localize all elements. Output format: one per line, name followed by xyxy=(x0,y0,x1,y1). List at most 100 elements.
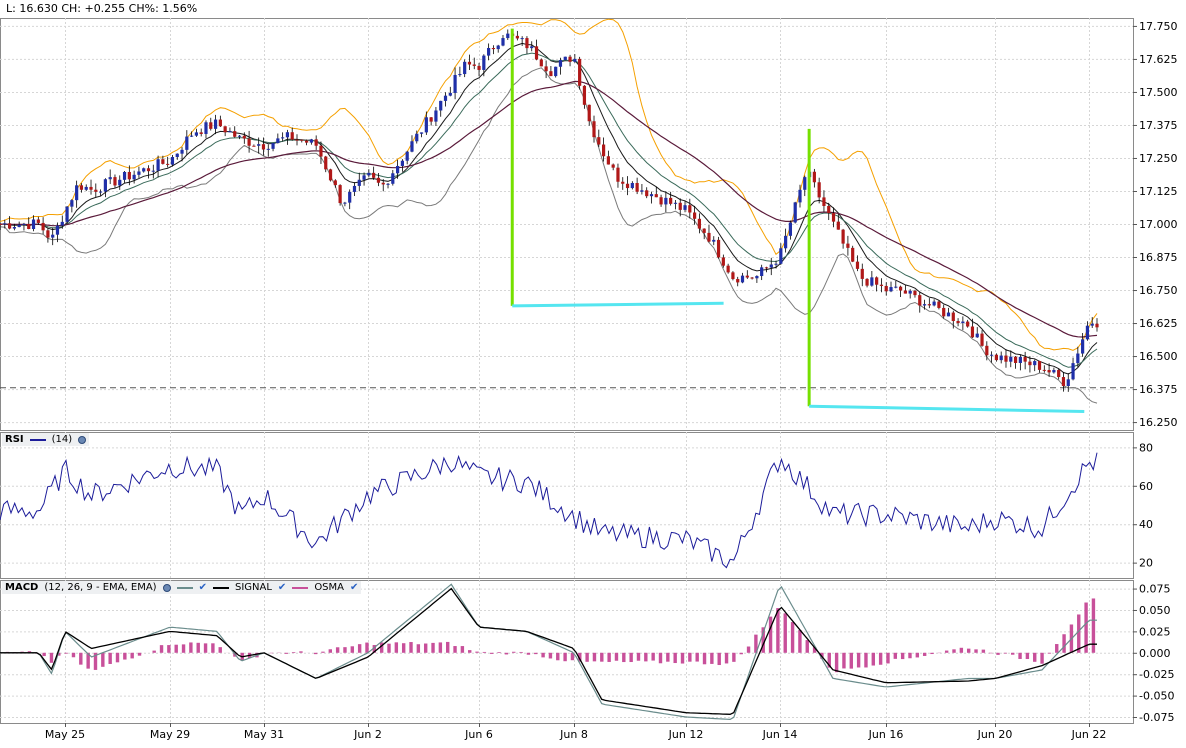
candle-body xyxy=(784,235,788,249)
settings-icon[interactable] xyxy=(162,583,171,592)
checkmark-icon[interactable]: ✔ xyxy=(198,582,207,593)
osma-bar xyxy=(629,652,633,663)
candle-body xyxy=(27,223,31,230)
candle-body xyxy=(697,218,701,229)
osma-bar xyxy=(335,647,340,653)
osma-bar xyxy=(548,652,553,659)
osma-bar xyxy=(739,652,743,655)
candle-body xyxy=(707,232,711,242)
osma-bar xyxy=(966,648,971,653)
osma-bar xyxy=(416,644,421,653)
osma-bar xyxy=(497,652,501,653)
osma-bar xyxy=(1084,602,1088,653)
y-tick-label: 17.750 xyxy=(1139,20,1178,33)
osma-bar xyxy=(409,642,413,653)
candle-body xyxy=(36,219,40,223)
osma-bar xyxy=(1025,652,1030,660)
candle-body xyxy=(228,131,232,133)
candle-body xyxy=(520,38,524,40)
x-tick-label: Jun 22 xyxy=(1071,728,1107,741)
osma-bar xyxy=(761,627,765,653)
candle-body xyxy=(961,321,965,324)
checkmark-icon[interactable]: ✔ xyxy=(277,582,287,593)
candle-body xyxy=(324,156,328,170)
candle-body xyxy=(46,230,50,238)
candle-body xyxy=(769,264,773,268)
osma-bar xyxy=(460,646,465,653)
x-tick-label: Jun 6 xyxy=(464,728,493,741)
osma-bar xyxy=(908,652,912,659)
osma-bar xyxy=(710,652,714,664)
candle-body xyxy=(946,312,951,317)
y-tick-label: 20 xyxy=(1139,557,1153,570)
osma-bar xyxy=(482,651,487,653)
candle-body xyxy=(927,304,931,306)
candle-body xyxy=(137,171,141,175)
candle-body xyxy=(558,60,563,67)
candle-body xyxy=(1052,369,1056,373)
candle-body xyxy=(1037,361,1042,370)
y-tick-label: 16.500 xyxy=(1139,350,1178,363)
osma-bar xyxy=(196,642,200,653)
y-tick-label: 16.250 xyxy=(1139,416,1178,429)
candle-body xyxy=(994,354,999,361)
candle-body xyxy=(453,74,457,93)
osma-bar xyxy=(313,652,318,655)
osma-bar xyxy=(981,649,986,653)
candle-body xyxy=(429,117,433,122)
osma-bar xyxy=(181,644,186,653)
x-tick-label: May 29 xyxy=(150,728,190,741)
settings-icon[interactable] xyxy=(78,435,87,444)
candle-body xyxy=(41,222,45,231)
osma-bar xyxy=(1018,652,1022,659)
candle-body xyxy=(271,143,275,149)
osma-bar xyxy=(475,651,479,653)
rsi-title: RSI xyxy=(5,434,24,445)
y-tick-label: 17.500 xyxy=(1139,86,1178,99)
candle-body xyxy=(266,148,270,150)
candle-body xyxy=(391,173,395,184)
macd-panel-header: MACD (12, 26, 9 - EMA, EMA) ✔ SIGNAL ✔ O… xyxy=(2,581,362,594)
candle-body xyxy=(17,224,21,228)
osma-bar xyxy=(644,652,648,662)
osma-bar xyxy=(754,634,758,653)
candle-body xyxy=(506,33,510,39)
osma-bar xyxy=(746,646,751,653)
candle-body xyxy=(12,227,16,229)
candle-body xyxy=(0,224,2,225)
checkmark-icon[interactable]: ✔ xyxy=(350,582,359,593)
candle-body xyxy=(410,141,414,152)
candle-body xyxy=(544,66,548,72)
osma-bar xyxy=(827,652,831,668)
x-tick-label: Jun 14 xyxy=(762,728,798,741)
rsi-params: (14) xyxy=(51,434,73,445)
candle-body xyxy=(501,38,505,46)
candle-body xyxy=(348,191,352,203)
x-tick-label: Jun 20 xyxy=(977,728,1013,741)
candle-body xyxy=(980,333,984,346)
candle-body xyxy=(1085,325,1090,340)
candle-body xyxy=(1018,356,1022,363)
osma-bar xyxy=(372,645,377,653)
osma-bar xyxy=(284,652,288,654)
osma-bar xyxy=(930,652,934,655)
rsi-swatch xyxy=(29,438,46,441)
osma-bar xyxy=(423,643,428,653)
candle-body xyxy=(1033,361,1037,366)
y-tick-label: -0.025 xyxy=(1139,668,1174,681)
candle-body xyxy=(702,228,706,233)
candle-body xyxy=(822,197,826,206)
osma-bar xyxy=(321,651,325,653)
candle-body xyxy=(209,122,213,129)
candle-body xyxy=(372,172,376,178)
candle-body xyxy=(635,182,639,192)
y-tick-label: 16.375 xyxy=(1139,383,1178,396)
osma-bar xyxy=(115,652,120,663)
macd-title: MACD xyxy=(5,582,39,593)
candle-body xyxy=(1076,353,1080,364)
candle-body xyxy=(712,239,716,242)
y-tick-label: 16.625 xyxy=(1139,317,1178,330)
osma-bar xyxy=(93,652,98,670)
candle-body xyxy=(113,177,117,186)
osma-bar xyxy=(666,652,670,662)
